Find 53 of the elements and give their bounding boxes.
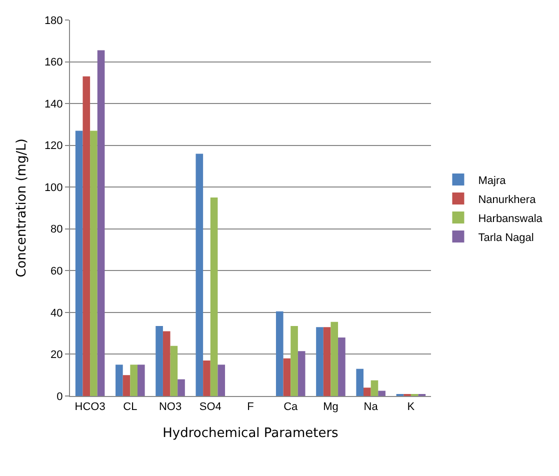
y-tick-label: 80 [50,224,63,236]
bar [170,346,178,396]
legend-label: Harbanswala [478,212,544,225]
bar [298,351,306,396]
x-tick-label: CL [123,401,138,414]
bar [82,76,90,396]
bar [156,326,163,396]
y-tick-label: 120 [44,140,63,152]
y-tick-label: 180 [44,14,63,27]
y-tick-label: 160 [44,56,63,69]
bar [218,364,226,396]
bar [364,388,371,396]
x-tick-label: SO4 [199,401,222,414]
bar [283,358,291,396]
bar [97,50,105,396]
bar [196,154,204,396]
bar [203,360,210,396]
x-tick-label: Ca [284,401,299,414]
bar [290,326,298,396]
bar [162,331,170,396]
bar [130,364,138,396]
legend-label: Nanurkhera [478,194,537,206]
bar [330,322,338,396]
y-tick-label: 60 [50,266,63,278]
bar [370,380,378,396]
x-tick-label: NO3 [158,401,182,414]
x-tick-label: K [407,401,416,414]
bar [356,368,364,396]
legend-label: Majra [478,174,507,187]
bar [75,130,83,396]
bar [276,311,284,396]
bar [210,198,218,396]
bar [137,364,145,396]
y-tick-label: 0 [56,390,63,403]
bar [378,390,386,396]
y-tick-label: 20 [50,349,63,362]
bar [116,364,123,396]
y-tick-label: 140 [44,98,63,110]
bar [178,379,185,396]
y-tick-label: 100 [44,182,63,194]
x-axis-title: Hydrochemical Parameters [162,426,339,441]
x-tick-label: Mg [323,401,338,414]
bar [90,130,98,396]
x-tick-label: HCO3 [74,401,106,414]
x-tick-label: Na [364,401,379,414]
bar [122,375,130,396]
y-tick-label: 40 [50,307,63,320]
y-axis-title: Concentration (mg/L) [14,138,30,278]
bar [323,327,331,396]
bar [316,327,324,396]
legend-label: Tarla Nagal [478,232,534,244]
bar [338,338,346,396]
x-tick-label: F [247,401,254,414]
